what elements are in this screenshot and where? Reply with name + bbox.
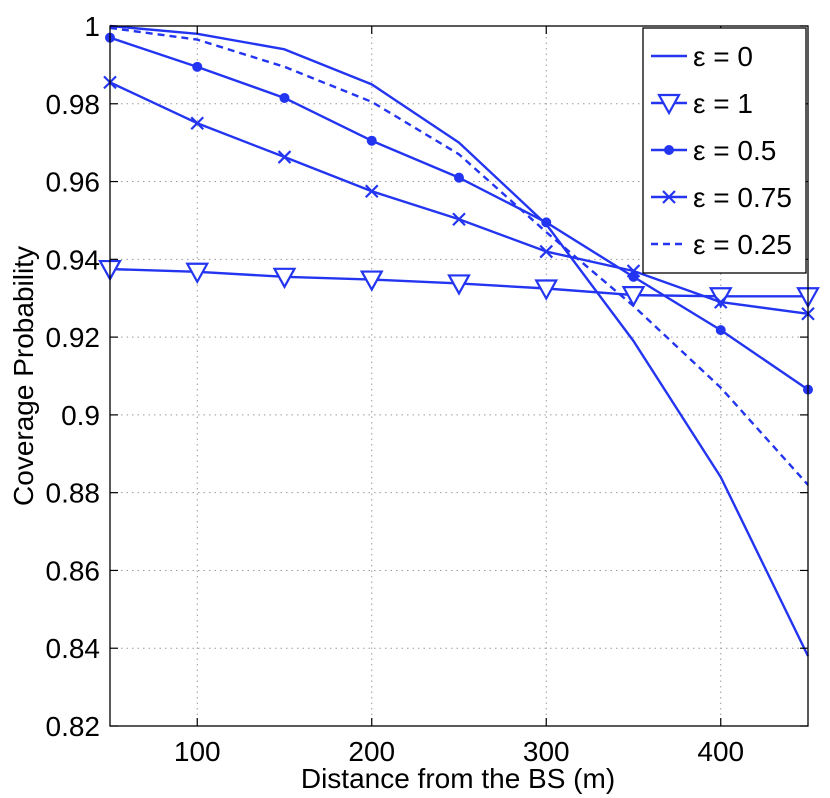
y-tick-label: 1 bbox=[84, 11, 100, 42]
data-point-marker bbox=[447, 274, 471, 296]
y-tick-label: 0.9 bbox=[61, 400, 100, 431]
legend-marker-1 bbox=[657, 93, 681, 116]
y-tick-label: 0.86 bbox=[46, 555, 101, 586]
legend-label-0: ε = 0 bbox=[693, 41, 753, 72]
legend: ε = 0 ε = 1 ε = 0.5 ε = 0.75 ε = 0.25 bbox=[642, 27, 807, 274]
data-point-marker bbox=[364, 184, 379, 199]
series-line-4 bbox=[109, 26, 809, 486]
x-tick-label: 400 bbox=[697, 736, 744, 767]
legend-label-1: ε = 1 bbox=[693, 88, 753, 119]
y-tick-label: 0.96 bbox=[46, 167, 101, 198]
data-point-marker bbox=[272, 267, 297, 290]
series-group-4 bbox=[109, 26, 809, 486]
data-point-marker bbox=[192, 61, 203, 72]
data-point-marker bbox=[366, 135, 377, 146]
y-tick-label: 0.98 bbox=[46, 89, 101, 120]
data-point-marker bbox=[626, 264, 641, 278]
data-point-marker bbox=[713, 295, 728, 309]
series-group-2 bbox=[105, 32, 813, 395]
y-tick-label: 0.84 bbox=[46, 633, 101, 664]
series-group-3 bbox=[103, 75, 815, 321]
legend-label-2: ε = 0.5 bbox=[693, 135, 776, 166]
data-point-marker bbox=[454, 172, 464, 183]
data-point-marker bbox=[452, 212, 466, 227]
data-point-marker bbox=[539, 244, 554, 259]
y-tick-label: 0.94 bbox=[46, 244, 101, 275]
legend-marker-3 bbox=[662, 190, 676, 204]
x-tick-label: 300 bbox=[523, 736, 570, 767]
data-point-marker bbox=[541, 217, 552, 228]
series-group-0 bbox=[109, 24, 810, 657]
x-tick-label: 100 bbox=[174, 736, 221, 767]
x-axis-label: Distance from the BS (m) bbox=[301, 763, 615, 794]
data-point-marker bbox=[715, 325, 726, 336]
plot-frame bbox=[109, 25, 809, 727]
data-point-marker bbox=[279, 92, 290, 103]
data-point-marker bbox=[277, 150, 292, 164]
tick-layer: 100 200 300 400 0.82 0.84 0.86 0.88 0.9 0.92 0.94 0… bbox=[46, 11, 808, 767]
legend-marker-2 bbox=[664, 145, 674, 155]
legend-label-4: ε = 0.25 bbox=[693, 229, 792, 260]
data-point-marker bbox=[359, 270, 384, 292]
series-group-1 bbox=[98, 259, 820, 309]
x-tick-label: 200 bbox=[348, 736, 395, 767]
series-layer bbox=[98, 24, 820, 657]
y-tick-label: 0.88 bbox=[46, 478, 101, 509]
data-point-marker bbox=[534, 279, 559, 301]
data-point-marker bbox=[621, 286, 646, 308]
legend-label-3: ε = 0.75 bbox=[693, 182, 792, 213]
y-axis-label: Coverage Probability bbox=[8, 246, 39, 506]
data-point-marker bbox=[185, 262, 210, 285]
y-tick-label: 0.92 bbox=[46, 322, 101, 353]
series-line-0 bbox=[109, 24, 810, 657]
data-point-marker bbox=[190, 116, 205, 130]
y-tick-label: 0.82 bbox=[46, 711, 101, 742]
